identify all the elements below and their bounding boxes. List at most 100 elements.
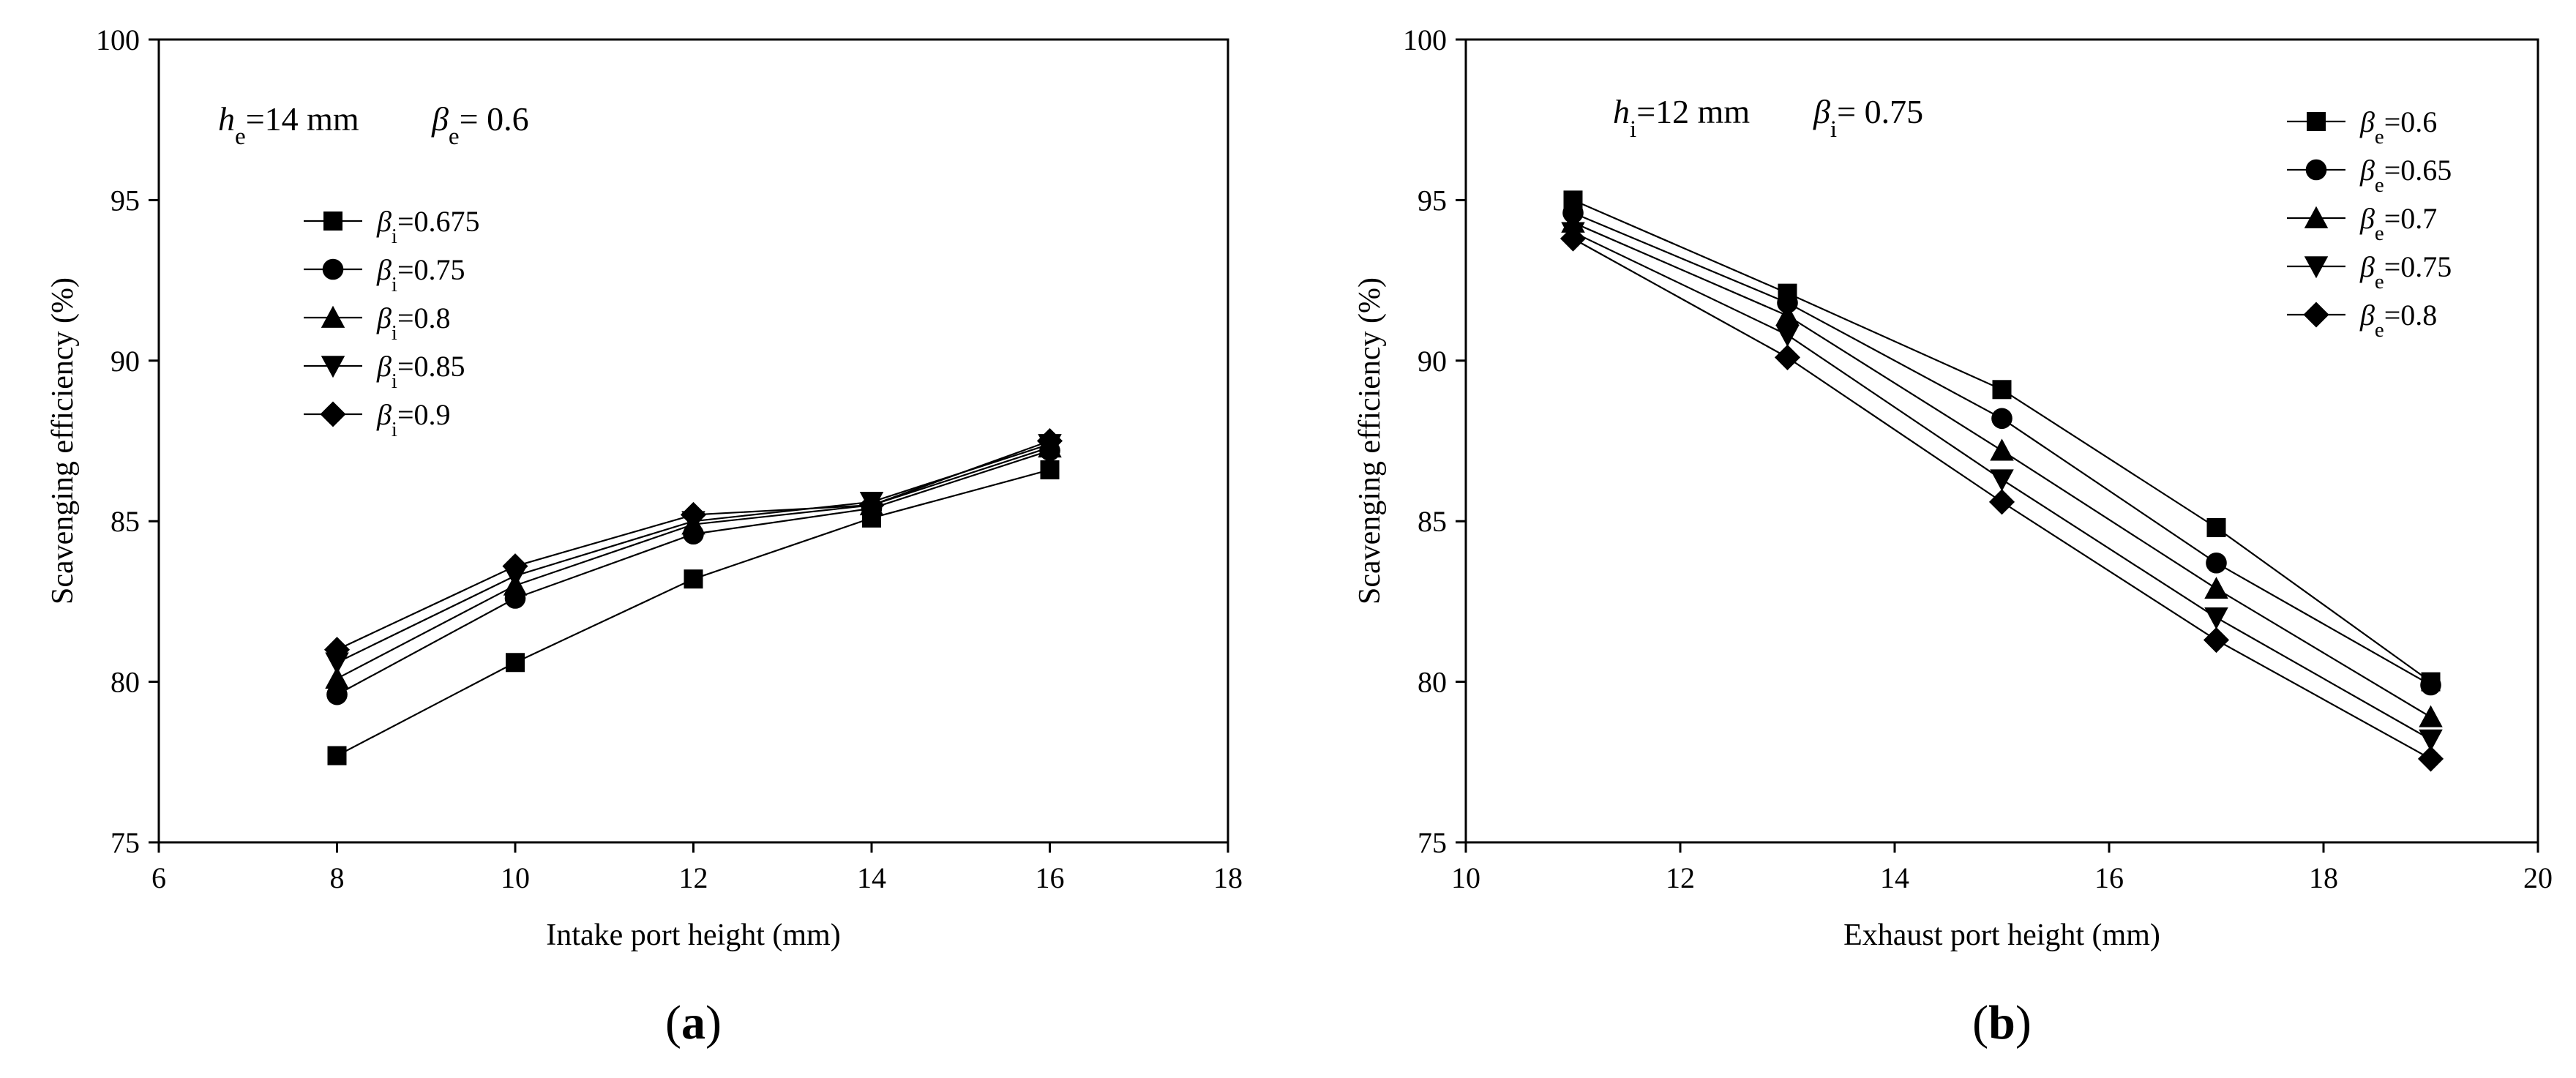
data-point <box>1991 408 2012 430</box>
x-tick-label: 18 <box>2309 861 2338 894</box>
legend-label: βe=0.75 <box>2359 250 2452 293</box>
legend-marker <box>322 258 344 280</box>
legend-label: βe=0.7 <box>2359 202 2437 245</box>
data-point <box>2420 674 2441 696</box>
y-tick-label: 75 <box>1418 826 1447 859</box>
legend-marker <box>321 356 345 378</box>
data-point <box>327 746 347 766</box>
data-point <box>1036 427 1063 454</box>
data-point <box>2206 552 2227 574</box>
data-point <box>2203 627 2230 654</box>
y-tick-label: 75 <box>111 826 140 859</box>
legend: βe=0.6 βe=0.65 βe=0.7 βe=0.75 βe=0.8 <box>2287 105 2452 342</box>
legend-label: βi=0.85 <box>376 350 465 393</box>
series-5 <box>1560 225 2444 772</box>
series-3 <box>1561 210 2443 727</box>
y-tick-label: 80 <box>111 666 140 699</box>
panel-label: (b) <box>1972 996 2032 1049</box>
series-2 <box>1562 202 2441 696</box>
data-point <box>1777 292 1798 314</box>
legend-label: βe=0.8 <box>2359 299 2437 342</box>
data-point <box>323 637 351 663</box>
x-tick-label: 10 <box>1451 861 1480 894</box>
series-3 <box>325 435 1062 689</box>
data-point <box>1040 460 1060 479</box>
data-point <box>502 553 528 580</box>
x-tick-label: 12 <box>679 861 708 894</box>
y-axis-label: Scavenging efficiency (%) <box>1353 277 1387 604</box>
y-tick-label: 85 <box>111 505 140 538</box>
legend-marker <box>2307 112 2326 131</box>
series-line <box>337 443 1050 664</box>
y-tick-label: 100 <box>96 23 140 56</box>
chart-b: 10 12 14 16 18 20 75 80 85 90 95 100 Exhaust port he… <box>1353 23 2553 1049</box>
data-point <box>2419 729 2443 752</box>
y-tick-label: 95 <box>1418 184 1447 217</box>
y-tick-label: 90 <box>111 345 140 378</box>
data-point <box>1988 489 2015 515</box>
data-point <box>1775 304 1800 326</box>
series-4 <box>325 434 1062 675</box>
x-tick-label: 16 <box>2094 861 2124 894</box>
annotation-beta: βe= 0.6 <box>431 100 529 150</box>
legend-marker <box>323 212 342 231</box>
data-point <box>506 653 525 673</box>
annotation-h: he=14 mm <box>218 100 359 150</box>
data-point <box>2206 517 2226 537</box>
x-tick-label: 12 <box>1666 861 1695 894</box>
data-point <box>1774 344 1801 370</box>
x-axis-label: Exhaust port height (mm) <box>1843 918 2160 952</box>
data-point <box>326 684 348 705</box>
legend: βi=0.675 βi=0.75 βi=0.8 βi=0.85 βi=0.9 <box>304 205 480 441</box>
data-point <box>684 569 703 589</box>
y-axis-label: Scavenging efficiency (%) <box>46 277 80 604</box>
legend-label: βi=0.9 <box>376 398 451 441</box>
y-tick-label: 100 <box>1403 23 1447 56</box>
x-tick-label: 18 <box>1213 861 1243 894</box>
chart-a: 6 8 10 12 14 16 18 75 80 85 90 95 100 Intake port hei… <box>46 23 1243 1049</box>
x-tick-label: 20 <box>2523 861 2553 894</box>
legend-label: βe=0.6 <box>2359 105 2437 149</box>
legend-label: βi=0.8 <box>376 302 451 345</box>
y-tick-label: 90 <box>1418 345 1447 378</box>
legend-marker <box>2304 206 2329 228</box>
data-point <box>2417 746 2444 772</box>
data-point <box>2204 577 2228 599</box>
x-axis-label: Intake port height (mm) <box>546 918 840 952</box>
legend-marker <box>320 401 346 427</box>
data-point <box>1775 324 1800 347</box>
legend-label: βe=0.65 <box>2359 154 2452 197</box>
legend-marker <box>2304 256 2329 279</box>
x-tick-label: 10 <box>501 861 530 894</box>
data-point <box>325 652 349 675</box>
data-point <box>858 492 885 518</box>
x-tick-label: 6 <box>151 861 166 894</box>
annotation-beta: βi= 0.75 <box>1813 93 1923 143</box>
data-point <box>1560 225 1587 252</box>
y-tick-label: 80 <box>1418 666 1447 699</box>
data-point <box>1992 380 2012 400</box>
plot-frame <box>157 38 1229 844</box>
series-4 <box>1561 222 2443 752</box>
legend-marker <box>2305 159 2327 181</box>
legend-label: βi=0.675 <box>376 205 480 248</box>
series-5 <box>323 427 1063 663</box>
x-tick-label: 14 <box>1880 861 1909 894</box>
x-tick-label: 8 <box>330 861 345 894</box>
data-point <box>680 501 707 528</box>
y-tick-label: 85 <box>1418 505 1447 538</box>
plot-frame <box>1464 38 2539 844</box>
x-tick-label: 14 <box>857 861 886 894</box>
annotation-h: hi=12 mm <box>1613 93 1750 143</box>
series-line <box>336 446 1050 680</box>
data-point <box>1990 438 2014 461</box>
data-point <box>1990 469 2014 492</box>
series-line <box>337 440 1050 651</box>
data-point <box>2419 705 2443 727</box>
data-point <box>2204 607 2228 630</box>
data-point <box>325 666 349 689</box>
panel-label: (a) <box>665 996 722 1049</box>
y-tick-label: 95 <box>111 184 140 217</box>
legend-label: βi=0.75 <box>376 253 465 296</box>
